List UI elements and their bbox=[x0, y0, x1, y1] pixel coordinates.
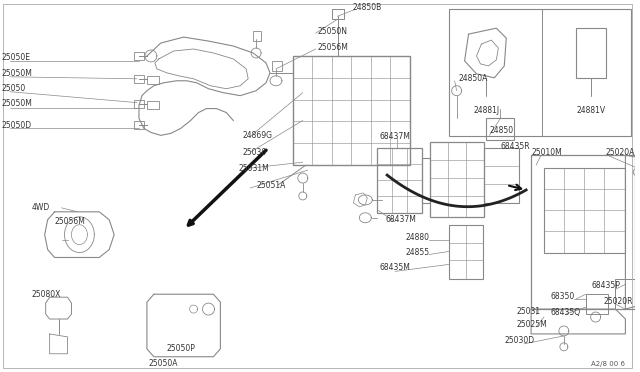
Bar bbox=[147, 76, 159, 84]
Text: 25056M: 25056M bbox=[54, 217, 86, 226]
Text: 25050M: 25050M bbox=[2, 69, 33, 78]
Text: 25050P: 25050P bbox=[167, 344, 196, 353]
Bar bbox=[253, 31, 261, 41]
Text: 24850B: 24850B bbox=[353, 3, 381, 12]
Text: 25050M: 25050M bbox=[2, 99, 33, 108]
Bar bbox=[134, 75, 144, 83]
Bar bbox=[422, 158, 430, 203]
Text: 25050E: 25050E bbox=[2, 54, 31, 62]
Bar bbox=[616, 279, 637, 309]
Bar bbox=[586, 294, 607, 314]
Bar bbox=[544, 168, 625, 253]
Text: 68437M: 68437M bbox=[385, 215, 416, 224]
Text: 24850: 24850 bbox=[490, 126, 513, 135]
Text: 25080X: 25080X bbox=[32, 290, 61, 299]
Text: 25030D: 25030D bbox=[504, 336, 534, 345]
Text: 68435R: 68435R bbox=[500, 142, 530, 151]
Text: 68435Q: 68435Q bbox=[551, 308, 581, 317]
Text: 25020A: 25020A bbox=[605, 148, 635, 157]
Bar bbox=[332, 9, 344, 19]
Text: 25010M: 25010M bbox=[531, 148, 562, 157]
Bar bbox=[484, 148, 519, 203]
Text: 68435P: 68435P bbox=[591, 281, 621, 290]
Text: 24850A: 24850A bbox=[459, 74, 488, 83]
Bar bbox=[147, 101, 159, 109]
Text: 68350: 68350 bbox=[551, 292, 575, 301]
Bar bbox=[449, 225, 483, 279]
Bar bbox=[134, 100, 144, 108]
Text: A2/8 00 6: A2/8 00 6 bbox=[591, 361, 625, 367]
Text: 68437M: 68437M bbox=[380, 132, 410, 141]
Bar bbox=[449, 9, 631, 137]
Text: 25051A: 25051A bbox=[256, 180, 285, 189]
Text: 24855: 24855 bbox=[405, 248, 429, 257]
Bar bbox=[293, 56, 410, 165]
Text: 25056M: 25056M bbox=[317, 42, 349, 52]
Bar bbox=[134, 122, 144, 129]
Text: 24869G: 24869G bbox=[242, 131, 272, 140]
Text: 25030: 25030 bbox=[242, 148, 266, 157]
Text: 24881V: 24881V bbox=[576, 106, 605, 115]
Text: 25050N: 25050N bbox=[317, 27, 348, 36]
Bar bbox=[486, 119, 514, 140]
Text: 24880: 24880 bbox=[405, 233, 429, 242]
Bar bbox=[134, 52, 144, 60]
Text: 24881J: 24881J bbox=[474, 106, 499, 115]
Text: 25025M: 25025M bbox=[516, 320, 547, 330]
Bar bbox=[272, 61, 282, 71]
Text: 25050A: 25050A bbox=[149, 359, 179, 368]
Text: 4WD: 4WD bbox=[32, 203, 50, 212]
Bar bbox=[377, 148, 422, 213]
Bar bbox=[576, 28, 605, 78]
Bar bbox=[430, 142, 484, 217]
Text: 25050D: 25050D bbox=[2, 121, 32, 130]
Text: 68435M: 68435M bbox=[380, 263, 410, 272]
Text: 25031M: 25031M bbox=[238, 164, 269, 173]
Text: 25050: 25050 bbox=[2, 84, 26, 93]
Text: 25020R: 25020R bbox=[604, 296, 633, 306]
Text: 25031: 25031 bbox=[516, 307, 540, 315]
